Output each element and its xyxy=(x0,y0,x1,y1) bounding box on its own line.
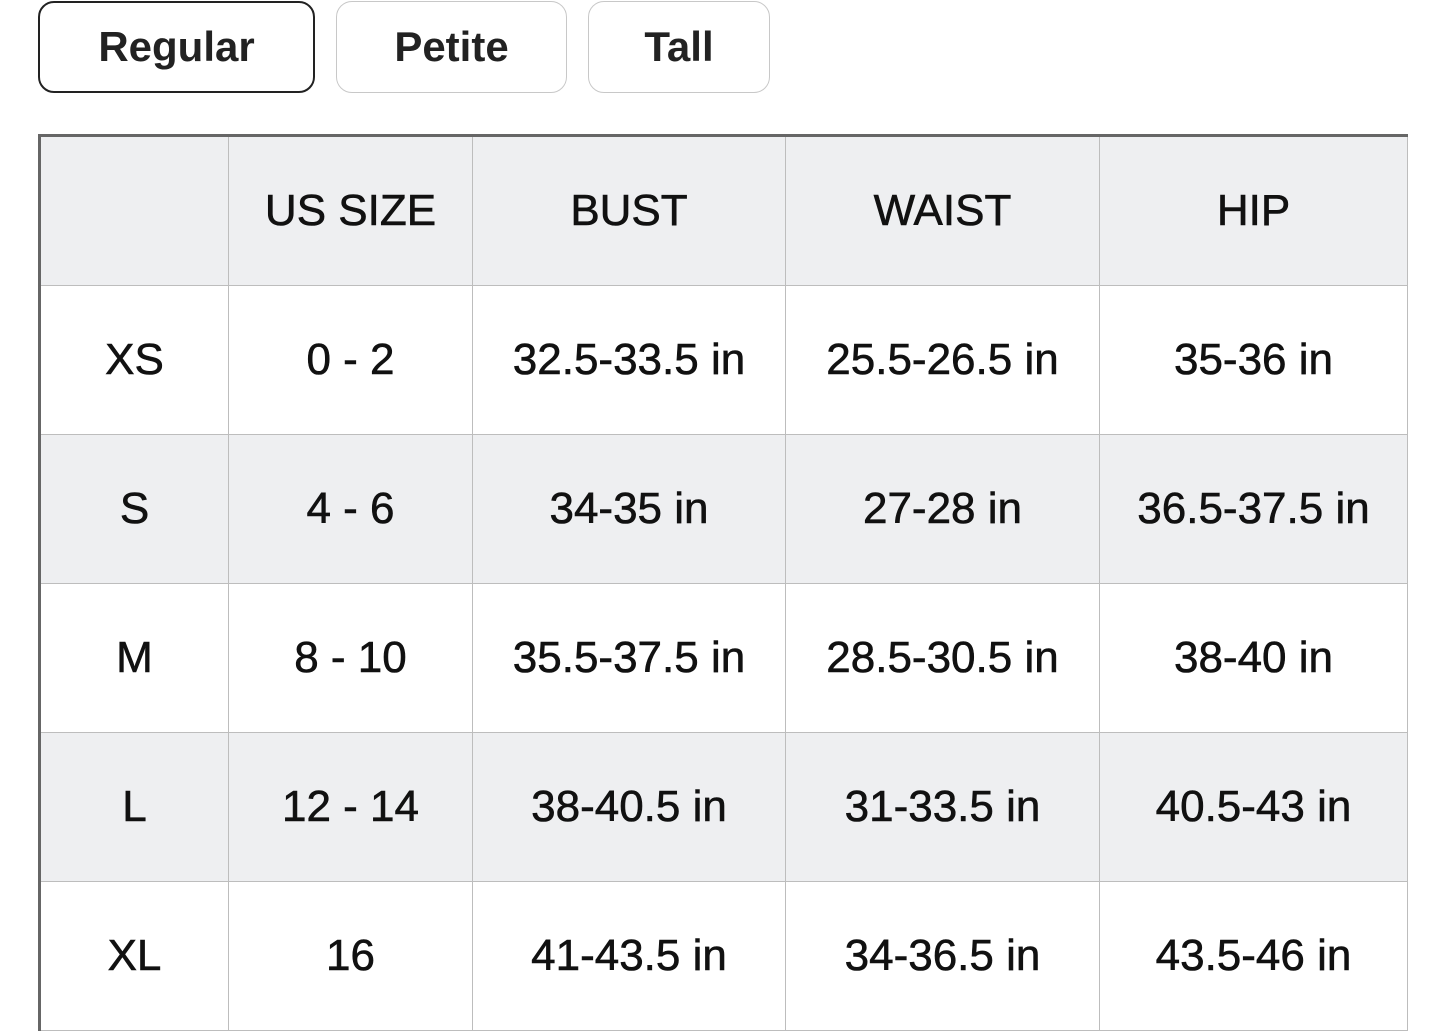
table-cell: 8 - 10 xyxy=(228,583,473,733)
table-cell: 31-33.5 in xyxy=(785,732,1100,882)
column-header xyxy=(39,135,229,286)
table-cell: 32.5-33.5 in xyxy=(472,285,786,435)
table-cell: 38-40.5 in xyxy=(472,732,786,882)
tab-petite[interactable]: Petite xyxy=(336,1,567,93)
size-label: M xyxy=(39,583,229,733)
table-cell: 36.5-37.5 in xyxy=(1099,434,1408,584)
size-label: XS xyxy=(39,285,229,435)
column-header: US SIZE xyxy=(228,135,473,286)
tab-regular[interactable]: Regular xyxy=(38,1,315,93)
column-header: BUST xyxy=(472,135,786,286)
table-cell: 43.5-46 in xyxy=(1099,881,1408,1031)
size-label: S xyxy=(39,434,229,584)
table-cell: 0 - 2 xyxy=(228,285,473,435)
table-cell: 16 xyxy=(228,881,473,1031)
tab-tall[interactable]: Tall xyxy=(588,1,770,93)
size-chart-table: US SIZE BUST WAIST HIP XS 0 - 2 32.5-33.5 in 2… xyxy=(38,134,1408,1031)
table-cell: 34-35 in xyxy=(472,434,786,584)
column-header: WAIST xyxy=(785,135,1100,286)
column-header: HIP xyxy=(1099,135,1408,286)
table-cell: 38-40 in xyxy=(1099,583,1408,733)
table-cell: 35.5-37.5 in xyxy=(472,583,786,733)
table-row: XS 0 - 2 32.5-33.5 in 25.5-26.5 in 35-36 in xyxy=(39,285,1408,435)
table-cell: 25.5-26.5 in xyxy=(785,285,1100,435)
table-cell: 27-28 in xyxy=(785,434,1100,584)
table-cell: 35-36 in xyxy=(1099,285,1408,435)
table-cell: 34-36.5 in xyxy=(785,881,1100,1031)
header-row: US SIZE BUST WAIST HIP xyxy=(39,135,1408,286)
size-label: XL xyxy=(39,881,229,1031)
table-cell: 41-43.5 in xyxy=(472,881,786,1031)
table-cell: 40.5-43 in xyxy=(1099,732,1408,882)
size-label: L xyxy=(39,732,229,882)
table-row: L 12 - 14 38-40.5 in 31-33.5 in 40.5-43 in xyxy=(39,732,1408,882)
table-cell: 28.5-30.5 in xyxy=(785,583,1100,733)
table-cell: 12 - 14 xyxy=(228,732,473,882)
table-cell: 4 - 6 xyxy=(228,434,473,584)
fit-tabs: Regular Petite Tall xyxy=(38,0,770,93)
table-row: XL 16 41-43.5 in 34-36.5 in 43.5-46 in xyxy=(39,881,1408,1031)
